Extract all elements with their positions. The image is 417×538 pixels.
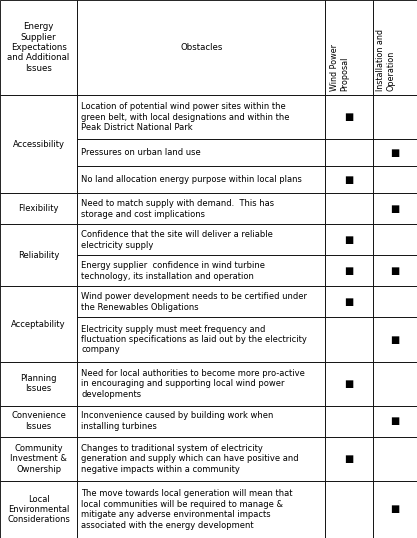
Bar xyxy=(325,95,373,139)
Bar xyxy=(373,362,417,406)
Text: Obstacles: Obstacles xyxy=(180,43,222,52)
Bar xyxy=(0,224,77,286)
Text: Community
Investment &
Ownership: Community Investment & Ownership xyxy=(10,444,67,473)
Bar xyxy=(77,286,325,317)
Text: Installation and
Operation: Installation and Operation xyxy=(376,29,395,91)
Bar xyxy=(77,95,325,139)
Bar xyxy=(0,406,77,437)
Bar xyxy=(325,362,373,406)
Text: Reliability: Reliability xyxy=(18,251,59,260)
Bar xyxy=(77,166,325,193)
Text: ■: ■ xyxy=(344,235,354,245)
Text: Energy
Supplier
Expectations
and Additional
Issues: Energy Supplier Expectations and Additio… xyxy=(8,22,70,73)
Bar xyxy=(77,139,325,166)
Bar xyxy=(373,193,417,224)
Bar xyxy=(325,286,373,317)
Text: Flexibility: Flexibility xyxy=(18,204,59,214)
Bar xyxy=(77,362,325,406)
Bar xyxy=(77,406,325,437)
Text: ■: ■ xyxy=(390,416,400,426)
Bar xyxy=(77,437,325,481)
Bar xyxy=(325,317,373,362)
Bar xyxy=(373,139,417,166)
Bar xyxy=(373,406,417,437)
Bar xyxy=(373,256,417,286)
Text: Location of potential wind power sites within the
green belt, with local designa: Location of potential wind power sites w… xyxy=(81,102,290,132)
Bar xyxy=(77,481,325,538)
Bar xyxy=(325,437,373,481)
Text: Local
Environmental
Considerations: Local Environmental Considerations xyxy=(7,494,70,525)
Bar xyxy=(373,95,417,139)
Bar xyxy=(0,481,77,538)
Text: ■: ■ xyxy=(344,266,354,276)
Text: Wind Power
Proposal: Wind Power Proposal xyxy=(330,44,349,91)
Text: Planning
Issues: Planning Issues xyxy=(20,374,57,393)
Bar xyxy=(325,406,373,437)
Text: ■: ■ xyxy=(344,297,354,307)
Text: Accessibility: Accessibility xyxy=(13,140,65,148)
Text: Pressures on urban land use: Pressures on urban land use xyxy=(81,148,201,157)
Text: ■: ■ xyxy=(390,335,400,344)
Bar xyxy=(77,0,325,95)
Bar xyxy=(325,139,373,166)
Bar xyxy=(325,166,373,193)
Bar xyxy=(373,166,417,193)
Text: Need to match supply with demand.  This has
storage and cost implications: Need to match supply with demand. This h… xyxy=(81,199,274,218)
Bar xyxy=(77,193,325,224)
Bar xyxy=(325,0,373,95)
Text: Confidence that the site will deliver a reliable
electricity supply: Confidence that the site will deliver a … xyxy=(81,230,273,250)
Bar xyxy=(325,224,373,256)
Bar xyxy=(0,286,77,362)
Text: Wind power development needs to be certified under
the Renewables Obligations: Wind power development needs to be certi… xyxy=(81,292,307,312)
Text: ■: ■ xyxy=(344,175,354,185)
Bar xyxy=(373,286,417,317)
Bar xyxy=(373,481,417,538)
Text: ■: ■ xyxy=(390,505,400,514)
Bar xyxy=(325,193,373,224)
Text: Inconvenience caused by building work when
installing turbines: Inconvenience caused by building work wh… xyxy=(81,412,274,431)
Bar xyxy=(0,362,77,406)
Text: ■: ■ xyxy=(390,204,400,214)
Text: Convenience
Issues: Convenience Issues xyxy=(11,412,66,431)
Bar xyxy=(325,481,373,538)
Bar xyxy=(0,0,77,95)
Text: ■: ■ xyxy=(344,112,354,122)
Bar xyxy=(373,437,417,481)
Bar xyxy=(325,256,373,286)
Text: Acceptability: Acceptability xyxy=(11,320,66,329)
Text: ■: ■ xyxy=(390,266,400,276)
Text: ■: ■ xyxy=(344,454,354,464)
Bar xyxy=(0,193,77,224)
Text: Energy supplier  confidence in wind turbine
technology, its installation and ope: Energy supplier confidence in wind turbi… xyxy=(81,261,265,281)
Text: Changes to traditional system of electricity
generation and supply which can hav: Changes to traditional system of electri… xyxy=(81,444,299,473)
Bar xyxy=(77,256,325,286)
Text: Need for local authorities to become more pro-active
in encouraging and supporti: Need for local authorities to become mor… xyxy=(81,369,305,399)
Bar xyxy=(0,437,77,481)
Bar xyxy=(77,224,325,256)
Text: No land allocation energy purpose within local plans: No land allocation energy purpose within… xyxy=(81,175,302,185)
Bar xyxy=(373,0,417,95)
Text: Electricity supply must meet frequency and
fluctuation specifications as laid ou: Electricity supply must meet frequency a… xyxy=(81,324,307,355)
Bar xyxy=(373,317,417,362)
Text: ■: ■ xyxy=(344,379,354,388)
Text: The move towards local generation will mean that
local communities will be requi: The move towards local generation will m… xyxy=(81,489,293,529)
Bar xyxy=(77,317,325,362)
Text: ■: ■ xyxy=(390,147,400,158)
Bar xyxy=(373,224,417,256)
Bar xyxy=(0,95,77,193)
